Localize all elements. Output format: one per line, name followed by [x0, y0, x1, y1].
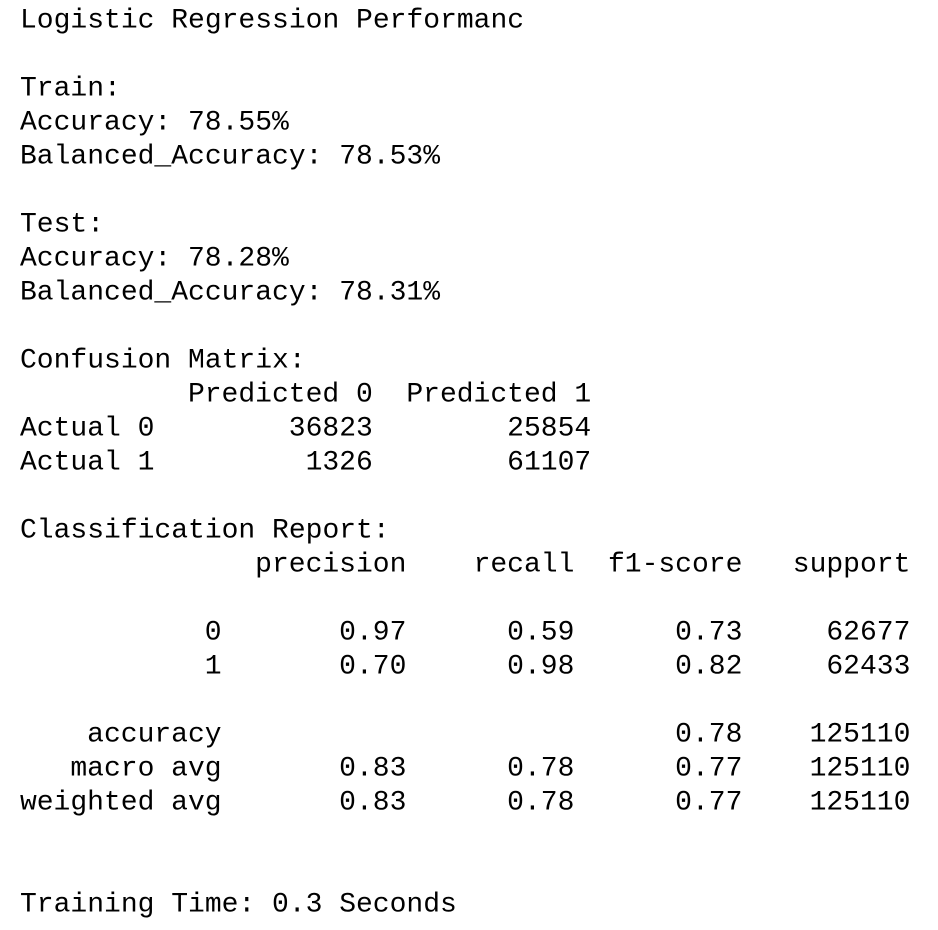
section-heading: Classification Report: [20, 515, 390, 546]
metric-label: Accuracy: [20, 243, 171, 274]
column-header: f1-score [608, 549, 742, 580]
report-cell: 0.77 [675, 787, 742, 818]
row-label: Actual 1 [20, 447, 154, 478]
matrix-cell: 1326 [306, 447, 373, 478]
section-heading: Confusion Matrix: [20, 345, 306, 376]
report-cell: 62433 [826, 651, 910, 682]
section-heading: Test: [20, 209, 104, 240]
report-cell: 0.78 [507, 753, 574, 784]
column-header: Predicted 0 [188, 379, 373, 410]
training-time-value: 0.3 [272, 889, 322, 920]
row-label: accuracy [87, 719, 221, 750]
column-header: precision [255, 549, 406, 580]
row-label: weighted avg [20, 787, 222, 818]
metric-label: Balanced_Accuracy: [20, 277, 322, 308]
training-time-unit: Seconds [339, 889, 457, 920]
report-cell: 62677 [826, 617, 910, 648]
column-header: Predicted 1 [406, 379, 591, 410]
section-heading: Train: [20, 73, 121, 104]
row-label: macro avg [70, 753, 221, 784]
report-cell: 0.70 [339, 651, 406, 682]
metric-value: 78.31% [339, 277, 440, 308]
metric-value: 78.28% [188, 243, 289, 274]
metric-value: 78.53% [339, 141, 440, 172]
column-header: recall [474, 549, 575, 580]
report-cell: 0.59 [507, 617, 574, 648]
report-cell: 0.98 [507, 651, 574, 682]
row-label: Actual 0 [20, 413, 154, 444]
metric-label: Balanced_Accuracy: [20, 141, 322, 172]
report-cell: 0.83 [339, 787, 406, 818]
report-cell: 0.77 [675, 753, 742, 784]
column-header: support [793, 549, 911, 580]
row-label: 0 [205, 617, 222, 648]
report-cell: 125110 [810, 719, 911, 750]
report-title: Logistic Regression Performanc [20, 5, 524, 36]
report-cell: 0.73 [675, 617, 742, 648]
metric-value: 78.55% [188, 107, 289, 138]
matrix-cell: 61107 [507, 447, 591, 478]
report-cell: 0.78 [675, 719, 742, 750]
report-cell: 0.97 [339, 617, 406, 648]
matrix-cell: 25854 [507, 413, 591, 444]
report-cell: 0.83 [339, 753, 406, 784]
report-cell: 125110 [810, 753, 911, 784]
report-cell: 0.78 [507, 787, 574, 818]
report-cell: 125110 [810, 787, 911, 818]
row-label: 1 [205, 651, 222, 682]
matrix-cell: 36823 [289, 413, 373, 444]
report-cell: 0.82 [675, 651, 742, 682]
metric-label: Accuracy: [20, 107, 171, 138]
training-time-label: Training Time: [20, 889, 255, 920]
